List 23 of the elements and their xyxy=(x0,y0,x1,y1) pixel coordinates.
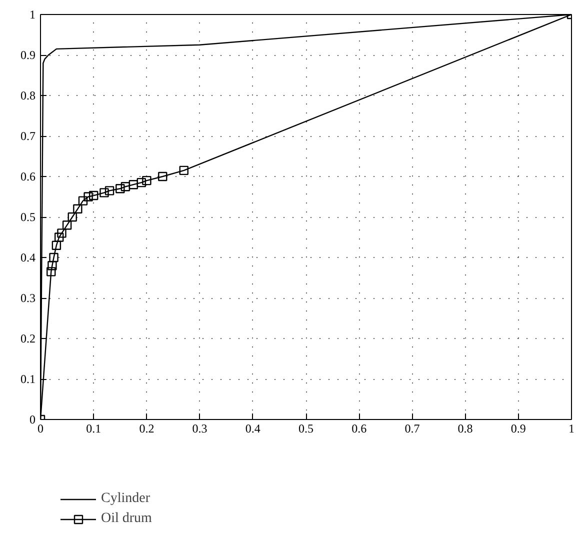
y-tick-label: 0.3 xyxy=(20,291,36,305)
x-tick-label: 1 xyxy=(568,422,574,436)
x-tick-label: 0.3 xyxy=(192,422,208,436)
y-tick-label: 1 xyxy=(30,8,36,22)
y-tick-label: 0.5 xyxy=(20,210,36,224)
x-tick-label: 0.6 xyxy=(352,422,367,436)
x-tick-label: 0.1 xyxy=(86,422,102,436)
x-tick-label: 0.4 xyxy=(245,422,260,436)
y-tick-label: 0.1 xyxy=(20,372,36,386)
y-tick-label: 0.8 xyxy=(20,88,36,102)
x-tick-label: 0.7 xyxy=(404,422,420,436)
x-tick-label: 0.5 xyxy=(298,422,314,436)
x-tick-label: 0.9 xyxy=(510,422,526,436)
x-tick-label: 0.8 xyxy=(458,422,473,436)
y-tick-label: 0.4 xyxy=(20,250,36,264)
y-tick-label: 0.2 xyxy=(20,332,36,346)
legend-label: Oil drum xyxy=(101,511,152,527)
y-tick-label: 0.9 xyxy=(20,48,36,62)
x-tick-label: 0.2 xyxy=(139,422,154,436)
y-tick-label: 0 xyxy=(30,412,36,426)
y-tick-label: 0.6 xyxy=(20,170,36,184)
legend-label: Cylinder xyxy=(101,491,150,507)
y-tick-label: 0.7 xyxy=(20,129,36,143)
